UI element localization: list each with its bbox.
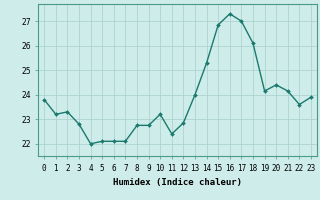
X-axis label: Humidex (Indice chaleur): Humidex (Indice chaleur) xyxy=(113,178,242,187)
